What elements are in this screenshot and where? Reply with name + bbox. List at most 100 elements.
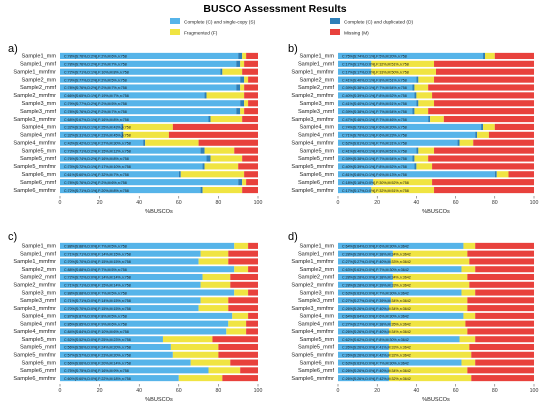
bar-segment bbox=[236, 60, 241, 67]
bar-label: C:39%[S:38%,D:1%],F:7%,M:54%,n:758 bbox=[342, 110, 407, 114]
bar-segment bbox=[248, 100, 258, 107]
legend-label-2: Fragmented (F) bbox=[184, 31, 218, 37]
bar-segment bbox=[412, 155, 415, 162]
bar-segment bbox=[338, 297, 391, 304]
bar-label: C:39%[S:38%,D:1%],F:7%,M:54%,n:758 bbox=[342, 86, 407, 90]
category-label: Sample6_mmf bbox=[298, 368, 335, 374]
bar-label: C:78%[S:76%,D:2%],F:2%,M:7%,n:758 bbox=[64, 86, 127, 90]
bar-segment bbox=[338, 242, 464, 249]
bar-segment bbox=[220, 68, 223, 75]
bar-segment bbox=[338, 320, 391, 327]
bar-segment bbox=[475, 359, 534, 366]
bar-segment bbox=[338, 84, 413, 91]
bar-segment bbox=[244, 108, 258, 115]
panel-letter: d) bbox=[288, 231, 298, 243]
bar-segment bbox=[434, 60, 534, 67]
bar-label: C:73%[S:71%,D:2%],F:15%,M:12%,n:758 bbox=[64, 149, 131, 153]
category-label: Sample4_mmfmr bbox=[13, 140, 56, 146]
bar-label: C:68%[S:67%,D:1%],F:16%,M:8%,n:758 bbox=[64, 118, 129, 122]
bar-segment bbox=[244, 60, 258, 67]
bar-segment bbox=[434, 147, 534, 154]
bar-segment bbox=[242, 186, 258, 194]
category-label: Sample1_mmfmr bbox=[291, 259, 334, 265]
bar-segment bbox=[494, 171, 497, 178]
bar-segment bbox=[390, 297, 468, 304]
bar-segment bbox=[222, 68, 243, 75]
bar-segment bbox=[200, 147, 205, 154]
bar-segment bbox=[338, 250, 393, 257]
category-label: Sample6_mmf bbox=[20, 180, 57, 186]
bar-segment bbox=[60, 359, 191, 366]
panel-letter: b) bbox=[288, 43, 298, 55]
bar-segment bbox=[338, 131, 476, 138]
bar-label: C:17%[S:17%,D:0%],F:32%,M:51%,n:758 bbox=[342, 189, 409, 193]
bar-segment bbox=[60, 123, 122, 131]
bar-segment bbox=[172, 123, 258, 131]
bar-segment bbox=[60, 115, 209, 123]
panel-letter: a) bbox=[8, 43, 18, 55]
bar-segment bbox=[467, 250, 534, 257]
category-label: Sample3_mmfmr bbox=[13, 306, 56, 312]
bar-segment bbox=[473, 139, 534, 146]
bar-segment bbox=[390, 320, 466, 327]
bar-segment bbox=[371, 68, 436, 75]
panel-0: a) C:78%[S:76%,D:2%],F:2%,M:6%,n:758 Sampl… bbox=[8, 43, 262, 215]
bar-segment bbox=[60, 68, 221, 75]
category-label: Sample4_mmf bbox=[298, 133, 335, 139]
bar-segment bbox=[123, 131, 169, 138]
category-label: Sample2_mm bbox=[299, 267, 334, 273]
bar-segment bbox=[226, 328, 247, 335]
bar-label: C:28%[S:28%,D:0%],F:38%,M:34%,n:3642 bbox=[342, 252, 411, 256]
bar-label: C:66%[S:65%,D:1%],F:19%,M:7%,n:758 bbox=[64, 94, 129, 98]
bar-label: C:26%[S:26%,D:0%],F:40%,M:34%,n:3642 bbox=[342, 307, 411, 311]
bar-label: C:26%[S:26%,D:0%],F:42%,M:32%,n:3642 bbox=[342, 377, 411, 381]
bar-label: C:63%[S:63%,D:0%],F:7%,M:30%,n:3642 bbox=[342, 268, 409, 272]
bar-segment bbox=[338, 273, 393, 281]
bar-segment bbox=[416, 92, 433, 99]
x-tick-label: 60 bbox=[453, 200, 459, 206]
bar-segment bbox=[475, 131, 478, 138]
category-label: Sample1_mm bbox=[21, 244, 56, 250]
category-label: Sample6_mm bbox=[299, 172, 334, 178]
category-label: Sample3_mm bbox=[299, 290, 334, 296]
bar-label: C:17%[S:17%,D:0%],F:33%,M:50%,n:758 bbox=[342, 70, 409, 74]
bar-segment bbox=[246, 328, 258, 335]
bar-segment bbox=[388, 305, 468, 312]
bar-segment bbox=[60, 242, 235, 249]
bar-segment bbox=[170, 343, 219, 351]
bar-segment bbox=[338, 68, 372, 75]
bar-segment bbox=[242, 155, 258, 162]
bar-segment bbox=[432, 179, 534, 186]
bar-segment bbox=[494, 52, 534, 60]
bar-segment bbox=[190, 359, 231, 366]
category-label: Sample2_mmfmr bbox=[291, 93, 334, 99]
category-label: Sample4_mm bbox=[21, 125, 56, 131]
panels: a) C:78%[S:76%,D:2%],F:2%,M:6%,n:758 Sampl… bbox=[8, 43, 538, 403]
category-label: Sample3_mmf bbox=[20, 109, 57, 115]
bar-segment bbox=[244, 76, 249, 83]
bar-segment bbox=[371, 186, 435, 194]
bar-segment bbox=[508, 171, 534, 178]
bar-segment bbox=[463, 242, 476, 249]
bar-segment bbox=[60, 186, 201, 194]
bar-segment bbox=[246, 179, 258, 186]
bar-segment bbox=[198, 305, 229, 312]
bar-segment bbox=[338, 163, 415, 170]
bar-segment bbox=[246, 52, 258, 60]
bar-label: C:71%[S:71%,D:0%],F:14%,M:15%,n:758 bbox=[64, 299, 131, 303]
bar-label: C:18%[S:18%,D:0%],F:30%,M:52%,n:758 bbox=[342, 181, 409, 185]
bar-segment bbox=[230, 359, 258, 366]
bar-segment bbox=[371, 60, 435, 67]
category-label: Sample2_mm bbox=[21, 267, 56, 273]
bar-segment bbox=[465, 320, 534, 327]
category-label: Sample2_mm bbox=[299, 77, 334, 83]
bar-segment bbox=[481, 123, 484, 131]
x-axis-label: %BUSCOs bbox=[145, 397, 173, 403]
bar-segment bbox=[200, 250, 229, 257]
bar-segment bbox=[240, 76, 245, 83]
bar-segment bbox=[338, 179, 374, 186]
bar-segment bbox=[392, 250, 468, 257]
bar-segment bbox=[434, 76, 534, 83]
bar-segment bbox=[208, 367, 241, 374]
bar-segment bbox=[248, 312, 258, 319]
